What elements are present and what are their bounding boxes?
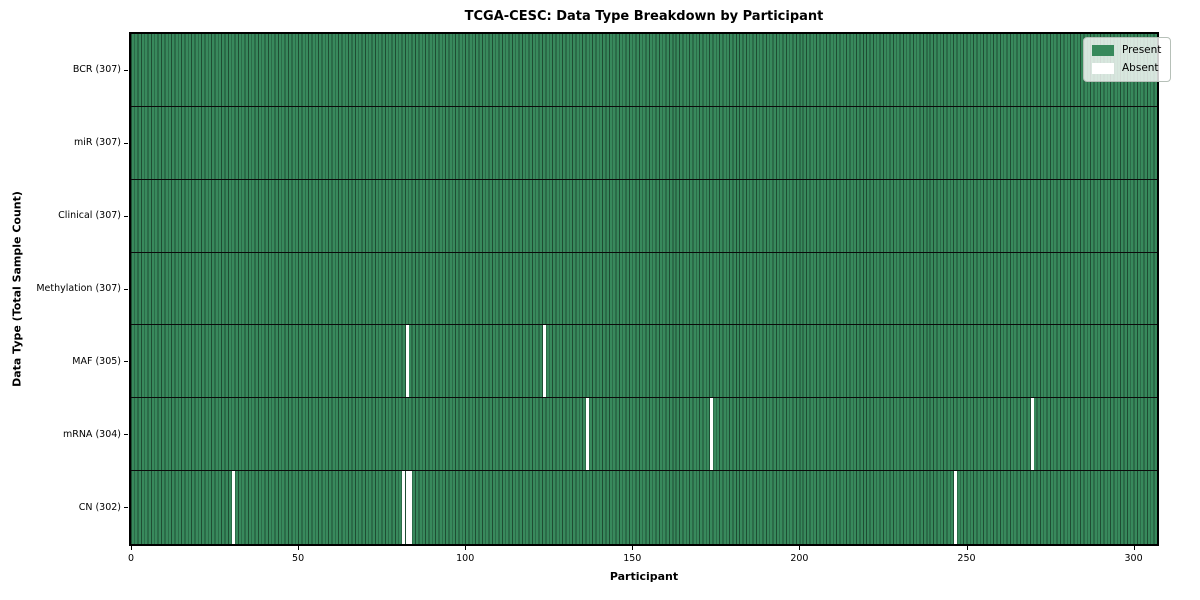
x-tick-mark: [632, 546, 634, 550]
x-tick-mark: [966, 546, 968, 550]
y-tick-label-mir: miR (307): [73, 137, 121, 149]
row-mir: [131, 106, 1157, 180]
x-tick-mark: [799, 546, 801, 550]
row-cn: [131, 471, 1157, 544]
absent-cell-cn-83: [409, 471, 412, 544]
legend: Present Absent: [1083, 37, 1172, 82]
absent-cell-mrna-173: [709, 398, 713, 471]
absent-cell-cn-81: [402, 471, 406, 544]
y-tick-label-methylation: Methylation (307): [36, 283, 121, 294]
x-tick-label-150: 150: [623, 553, 642, 564]
x-tick-mark: [1133, 546, 1135, 550]
y-tick-mark: [124, 507, 128, 509]
x-tick-label-100: 100: [456, 553, 475, 564]
legend-entry-present: Present: [1092, 45, 1161, 56]
row-methylation: [131, 252, 1157, 326]
legend-entry-absent: Absent: [1092, 63, 1161, 74]
legend-label-absent: Absent: [1122, 62, 1159, 74]
x-tick-label-300: 300: [1124, 553, 1143, 564]
row-bcr: [131, 34, 1157, 107]
y-tick-label-cn: CN (302): [78, 501, 121, 513]
x-axis-label: Participant: [609, 570, 679, 583]
chart-title: TCGA-CESC: Data Type Breakdown by Partic…: [464, 9, 824, 24]
y-tick-mark: [124, 434, 128, 436]
y-tick-mark: [124, 361, 128, 363]
absent-swatch: [1092, 63, 1114, 74]
absent-cell-cn-82: [405, 471, 409, 544]
plot-area: [129, 32, 1159, 546]
absent-cell-mrna-269: [1030, 398, 1034, 471]
absent-cell-maf-82: [405, 325, 409, 398]
y-tick-mark: [124, 69, 128, 71]
row-mrna: [131, 398, 1157, 472]
x-tick-label-250: 250: [957, 553, 976, 564]
absent-cell-maf-123: [542, 325, 546, 398]
x-tick-mark: [465, 546, 467, 550]
absent-cell-mrna-136: [586, 398, 590, 471]
y-tick-label-mrna: mRNA (304): [62, 428, 121, 440]
legend-label-present: Present: [1122, 44, 1162, 56]
y-tick-mark: [124, 288, 128, 290]
x-tick-label-200: 200: [790, 553, 809, 564]
present-swatch: [1092, 45, 1114, 56]
row-maf: [131, 325, 1157, 399]
x-tick-label-0: 0: [127, 553, 135, 564]
y-tick-mark: [124, 215, 128, 217]
y-tick-label-maf: MAF (305): [72, 355, 121, 367]
y-tick-label-bcr: BCR (307): [72, 64, 121, 76]
x-tick-mark: [131, 546, 132, 550]
x-tick-mark: [298, 546, 300, 550]
row-clinical: [131, 179, 1157, 253]
absent-cell-cn-30: [231, 471, 235, 544]
x-tick-label-50: 50: [292, 553, 305, 564]
y-tick-label-clinical: Clinical (307): [58, 210, 121, 222]
y-tick-mark: [124, 142, 128, 144]
absent-cell-cn-246: [953, 471, 957, 544]
